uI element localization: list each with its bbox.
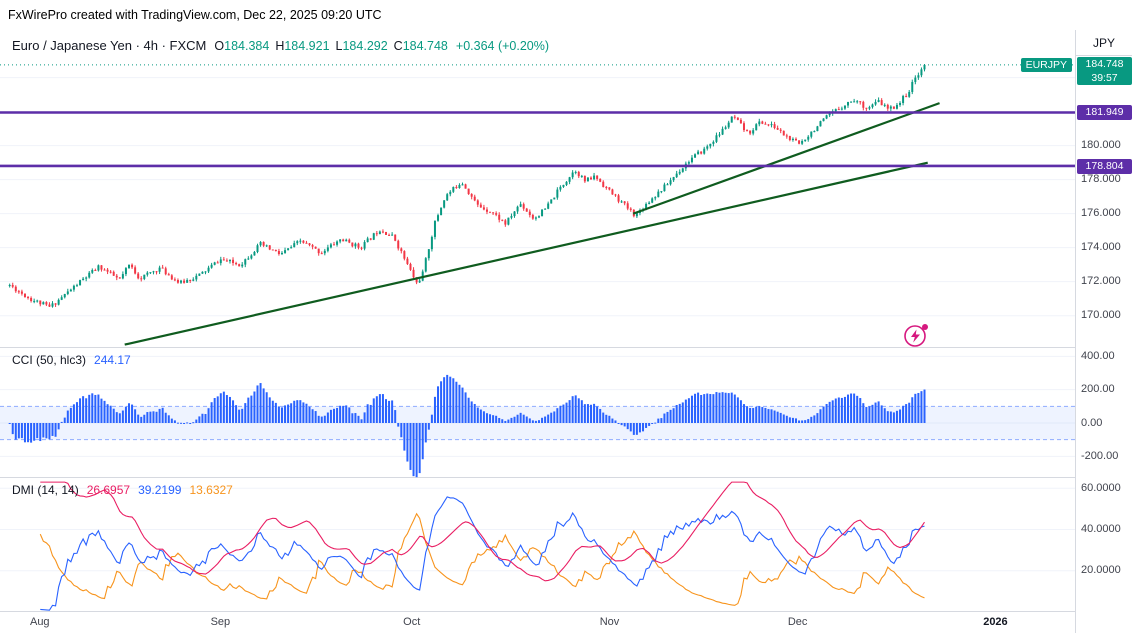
ohlc-h: H184.921 xyxy=(275,38,330,53)
dmi-header: DMI (14, 14) 26.6957 39.2199 13.6327 xyxy=(12,483,233,497)
attribution-text: FxWirePro created with TradingView.com, … xyxy=(8,8,382,22)
dmi-tick-40.0000: 40.0000 xyxy=(1081,523,1121,536)
price-tick-172.000: 172.000 xyxy=(1081,275,1121,288)
trendline-1 xyxy=(124,161,928,346)
time-label-Sep: Sep xyxy=(210,616,231,628)
countdown-label: 39:57 xyxy=(1091,71,1118,84)
dmi-adx-line xyxy=(40,481,925,582)
cci-tick--200.00: -200.00 xyxy=(1081,449,1119,462)
level-badge-181.949: 181.949 xyxy=(1077,105,1132,121)
time-label-Nov: Nov xyxy=(599,616,620,628)
dmi-value-minus_di: 13.6327 xyxy=(189,483,233,497)
price-tick-178.000: 178.000 xyxy=(1081,173,1121,186)
current-price-label: 184.748 xyxy=(1085,57,1124,70)
dmi-tick-60.0000: 60.0000 xyxy=(1081,481,1121,494)
time-label-2026: 2026 xyxy=(983,616,1008,628)
ohlc-values: O184.384 H184.921 L184.292 C184.748 xyxy=(214,39,448,53)
dmi-values: 26.6957 39.2199 13.6327 xyxy=(87,483,233,497)
price-axis-unit: JPY xyxy=(1076,30,1132,56)
dmi-value-plus_di: 39.2199 xyxy=(138,483,182,497)
level-badge-178.804: 178.804 xyxy=(1077,158,1132,174)
cci-tick-400.00: 400.00 xyxy=(1081,349,1115,362)
symbol-legend: Euro / Japanese Yen · 4h · FXCM O184.384… xyxy=(12,38,549,53)
change-value: +0.364 (+0.20%) xyxy=(455,38,550,53)
price-tick-174.000: 174.000 xyxy=(1081,241,1121,254)
attribution-bar: FxWirePro created with TradingView.com, … xyxy=(0,0,1132,30)
cci-band xyxy=(0,406,1075,440)
price-tick-176.000: 176.000 xyxy=(1081,207,1121,220)
cci-tick-200.00: 200.00 xyxy=(1081,383,1115,396)
dmi-plus-di-line xyxy=(40,496,925,611)
trendline-2 xyxy=(632,102,940,215)
cci-tick-0.00: 0.00 xyxy=(1081,416,1103,429)
ohlc-l: L184.292 xyxy=(335,38,388,53)
time-label-Aug: Aug xyxy=(29,616,50,628)
symbol-price-tag: EURJPY xyxy=(1020,57,1072,72)
current-price-badge: 184.748 39:57 xyxy=(1077,56,1132,85)
price-pane[interactable]: Euro / Japanese Yen · 4h · FXCM O184.384… xyxy=(0,30,1075,348)
time-label-Oct: Oct xyxy=(403,616,421,628)
ohlc-o: O184.384 xyxy=(214,38,270,53)
price-axis-column[interactable]: JPY 180.000 178.000 176.000 174.000 172.000 1… xyxy=(1075,30,1132,633)
symbol-title[interactable]: Euro / Japanese Yen · 4h · FXCM xyxy=(12,38,207,53)
flash-icon[interactable] xyxy=(903,322,929,348)
dmi-pane[interactable]: DMI (14, 14) 26.6957 39.2199 13.6327 xyxy=(0,478,1075,612)
ohlc-c: C184.748 xyxy=(393,38,448,53)
cci-title[interactable]: CCI (50, hlc3) xyxy=(12,353,87,367)
price-tick-180.000: 180.000 xyxy=(1081,139,1121,152)
chart-area: Euro / Japanese Yen · 4h · FXCM O184.384… xyxy=(0,30,1132,633)
cci-pane[interactable]: CCI (50, hlc3) 244.17 xyxy=(0,348,1075,478)
dmi-minus-di-line xyxy=(39,512,925,606)
time-axis[interactable]: Aug Sep Oct Nov Dec 2026 xyxy=(0,612,1075,633)
price-chart-svg[interactable] xyxy=(0,30,1075,348)
dmi-tick-20.0000: 20.0000 xyxy=(1081,564,1121,577)
cci-bars xyxy=(8,374,926,478)
dmi-value-adx: 26.6957 xyxy=(86,483,131,497)
dmi-chart-svg[interactable] xyxy=(0,478,1075,612)
currency-label: JPY xyxy=(1092,35,1115,50)
candles xyxy=(8,64,926,308)
cci-value: 244.17 xyxy=(94,353,131,367)
cci-header: CCI (50, hlc3) 244.17 xyxy=(12,353,131,367)
cci-chart-svg[interactable] xyxy=(0,348,1075,478)
dmi-title[interactable]: DMI (14, 14) xyxy=(12,483,79,497)
price-tick-170.000: 170.000 xyxy=(1081,309,1121,322)
time-label-Dec: Dec xyxy=(787,616,808,628)
